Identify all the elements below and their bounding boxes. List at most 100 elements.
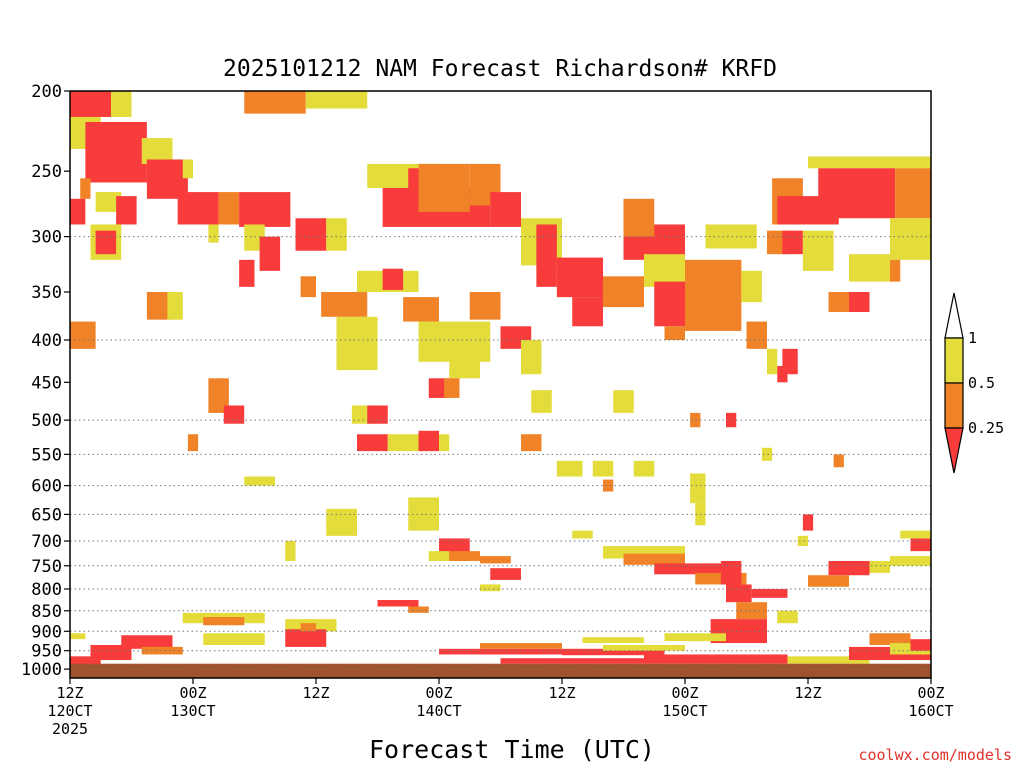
ground-band bbox=[70, 663, 931, 678]
y-tick-label: 450 bbox=[31, 373, 62, 393]
y-tick-label: 800 bbox=[31, 580, 62, 600]
y-tick-label: 950 bbox=[31, 642, 62, 662]
ri-cell-mid bbox=[321, 292, 368, 317]
ri-cell-low bbox=[910, 639, 931, 651]
ri-cell-mid bbox=[480, 643, 562, 649]
legend-level-label: 0.5 bbox=[968, 374, 995, 392]
ri-cell-high bbox=[802, 230, 834, 271]
x-tick-label: 12Z bbox=[548, 684, 575, 702]
ri-cell-low bbox=[357, 434, 388, 452]
ri-cell-mid bbox=[449, 551, 480, 561]
ri-cell-low bbox=[726, 412, 737, 428]
ri-cell-high bbox=[480, 584, 501, 592]
ri-cell-mid bbox=[244, 91, 306, 114]
ri-cell-mid bbox=[203, 617, 245, 626]
ri-cell-high bbox=[761, 447, 773, 461]
x-tick-label: 12Z bbox=[302, 684, 329, 702]
ri-cell-high bbox=[244, 476, 275, 486]
ri-cell-high bbox=[777, 610, 798, 624]
ri-cell-mid bbox=[187, 434, 199, 452]
ri-cell-high bbox=[439, 434, 450, 452]
ri-cell-high bbox=[900, 530, 931, 539]
x-tick-label: 12Z bbox=[56, 684, 83, 702]
ri-cell-high bbox=[285, 541, 296, 561]
ri-cell-low bbox=[239, 192, 291, 227]
y-tick-label: 1000 bbox=[21, 660, 62, 680]
ri-cell-high bbox=[111, 91, 132, 117]
x-tick-label: 00Z bbox=[425, 684, 452, 702]
y-tick-label: 900 bbox=[31, 622, 62, 642]
ri-cell-mid bbox=[521, 434, 542, 452]
ri-cell-high bbox=[203, 633, 265, 645]
ri-cell-low bbox=[910, 538, 931, 552]
x-tick-label: 120CT bbox=[47, 702, 92, 720]
ri-cell-low bbox=[849, 292, 870, 312]
ri-cell-low bbox=[367, 405, 388, 424]
ri-cell-mid bbox=[895, 168, 931, 219]
ri-cell-mid bbox=[603, 276, 644, 308]
ri-cell-mid bbox=[623, 553, 685, 565]
ri-cell-low bbox=[95, 230, 117, 255]
x-tick-label: 00Z bbox=[179, 684, 206, 702]
ri-cell-high bbox=[572, 530, 593, 539]
data-region bbox=[70, 91, 931, 666]
ri-cell-high bbox=[633, 460, 655, 477]
ri-cell-low bbox=[720, 560, 742, 585]
ri-cell-mid bbox=[300, 623, 316, 632]
ri-cell-low bbox=[490, 192, 521, 227]
legend-bin-0.25-0.5 bbox=[944, 382, 964, 429]
ri-cell-low bbox=[70, 91, 111, 117]
legend-level-label: 1 bbox=[968, 329, 977, 347]
ri-cell-low bbox=[116, 196, 137, 225]
ri-cell-low bbox=[85, 121, 147, 183]
ri-cell-mid bbox=[664, 326, 685, 340]
ri-cell-low bbox=[802, 514, 814, 531]
plot-frame bbox=[69, 90, 932, 679]
x-axis-label: Forecast Time (UTC) bbox=[369, 735, 655, 764]
ri-cell-low bbox=[556, 257, 603, 298]
x-tick-label: 2025 bbox=[52, 720, 88, 738]
ri-cell-mid bbox=[469, 292, 501, 320]
ri-cell-high bbox=[167, 292, 183, 320]
x-tick-label: 12Z bbox=[794, 684, 821, 702]
ri-cell-low bbox=[285, 629, 327, 647]
ri-cell-mid bbox=[80, 178, 91, 199]
ri-cell-low bbox=[377, 600, 419, 607]
ri-cell-high bbox=[644, 254, 685, 287]
ri-cell-low bbox=[828, 560, 870, 576]
x-tick-label: 00Z bbox=[671, 684, 698, 702]
y-tick-label: 300 bbox=[31, 228, 62, 248]
x-tick-label: 160CT bbox=[908, 702, 953, 720]
legend-level-label: 0.25 bbox=[968, 419, 1004, 437]
ri-cell-mid bbox=[444, 378, 460, 398]
ri-cell-high bbox=[582, 637, 644, 644]
ri-cell-mid bbox=[685, 259, 742, 331]
ri-cell-low bbox=[782, 230, 803, 255]
ri-cell-mid bbox=[70, 321, 96, 349]
ri-cell-low bbox=[654, 563, 726, 575]
ri-cell-mid bbox=[141, 646, 183, 655]
ri-cell-high bbox=[849, 254, 890, 282]
y-tick-label: 700 bbox=[31, 532, 62, 552]
y-tick-label: 850 bbox=[31, 602, 62, 622]
ri-cell-low bbox=[572, 297, 603, 327]
ri-cell-low bbox=[223, 405, 245, 424]
ri-cell-high bbox=[797, 535, 808, 547]
ri-cell-mid bbox=[418, 163, 470, 212]
ri-cell-mid bbox=[218, 192, 240, 225]
ri-cell-high bbox=[521, 339, 542, 375]
ri-cell-high bbox=[603, 644, 685, 651]
ri-cell-high bbox=[705, 224, 757, 249]
y-tick-label: 500 bbox=[31, 411, 62, 431]
ri-cell-mid bbox=[300, 276, 316, 298]
y-tick-label: 550 bbox=[31, 445, 62, 465]
ri-cell-low bbox=[536, 224, 557, 287]
colorbar-legend: 0.25 0.5 1 bbox=[944, 292, 1004, 474]
ri-cell-high bbox=[741, 270, 762, 303]
ri-cell-low bbox=[70, 198, 86, 225]
ri-cell-mid bbox=[603, 479, 614, 492]
ri-cell-mid bbox=[833, 454, 844, 468]
ri-cell-high bbox=[336, 316, 378, 371]
ri-cell-low bbox=[177, 192, 219, 225]
